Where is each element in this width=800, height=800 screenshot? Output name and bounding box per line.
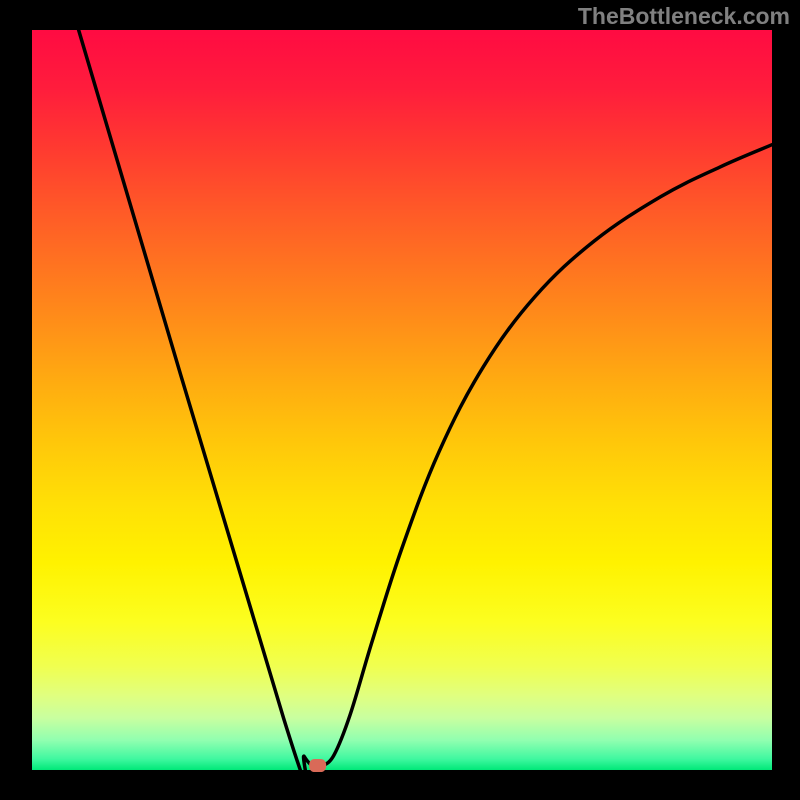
optimum-marker [310, 760, 326, 772]
curve-right-branch [322, 145, 772, 767]
curve-left-branch [79, 30, 314, 786]
curve-layer [0, 0, 800, 800]
watermark-text: TheBottleneck.com [578, 3, 790, 30]
chart-container: TheBottleneck.com [0, 0, 800, 800]
